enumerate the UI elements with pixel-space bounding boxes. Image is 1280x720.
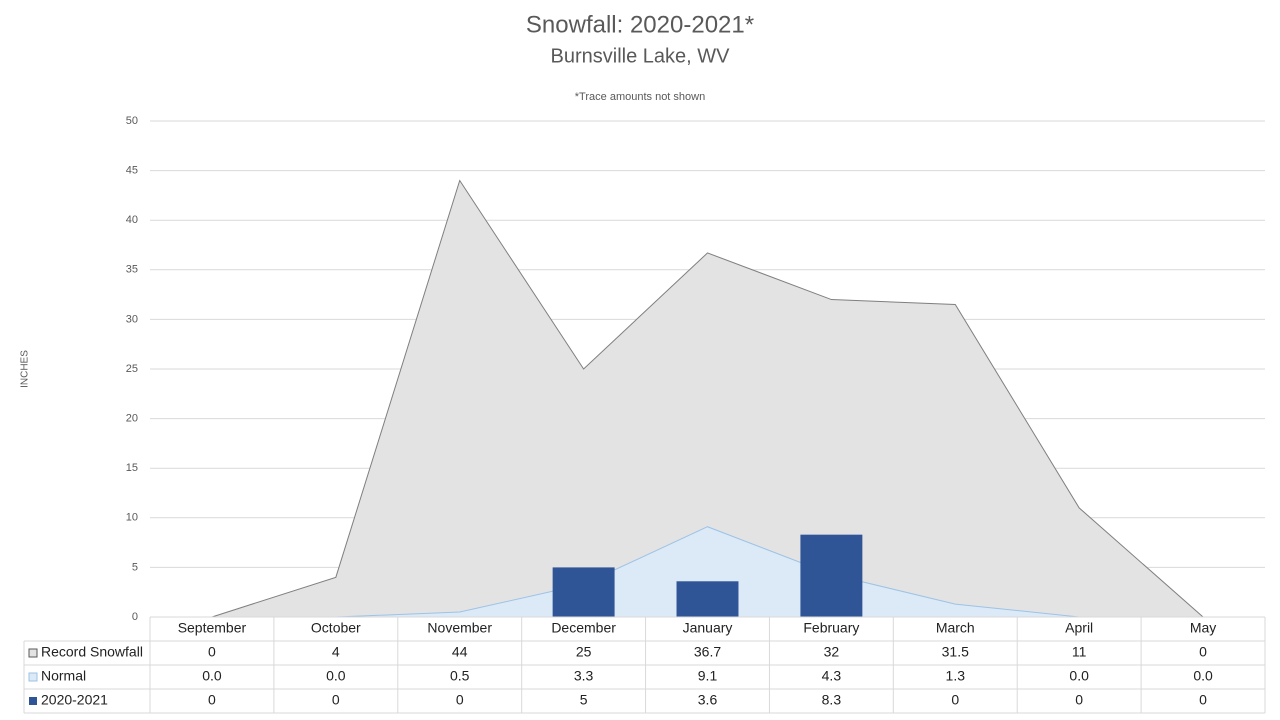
table-value: 0 (208, 692, 216, 708)
legend-label: Record Snowfall (41, 644, 143, 660)
table-value: 8.3 (822, 692, 842, 708)
bar (552, 567, 615, 617)
chart-title: Snowfall: 2020-2021* (526, 11, 754, 38)
area-line (211, 526, 1204, 618)
bar (676, 581, 739, 617)
legend-key (29, 697, 37, 705)
y-tick-label: 40 (126, 214, 138, 226)
x-tick-label: November (427, 620, 492, 636)
area (211, 180, 1204, 617)
annotation: *Trace amounts not shown (575, 91, 705, 103)
chart-subtitle: Burnsville Lake, WV (551, 45, 731, 67)
table-value: 0.0 (1193, 668, 1213, 684)
x-tick-label: September (178, 620, 247, 636)
table-value: 0 (1199, 644, 1207, 660)
legend-key (28, 648, 38, 658)
y-tick-label: 45 (126, 165, 138, 177)
x-tick-label: January (683, 620, 733, 636)
x-tick-label: April (1065, 620, 1093, 636)
table-value: 25 (576, 644, 592, 660)
table-value: 31.5 (942, 644, 969, 660)
table-value: 0.5 (450, 668, 470, 684)
x-tick-label: October (311, 620, 361, 636)
table-value: 11 (1072, 644, 1087, 660)
y-tick-label: 15 (126, 462, 138, 474)
table-value: 4 (332, 644, 340, 660)
table-value: 32 (824, 644, 840, 660)
y-tick-label: 0 (132, 611, 138, 623)
table-value: 0.0 (326, 668, 346, 684)
table-value: 1.3 (946, 668, 966, 684)
table-value: 4.3 (822, 668, 842, 684)
x-tick-label: March (936, 620, 975, 636)
area (211, 526, 1204, 617)
y-axis-label: INCHES (20, 350, 31, 388)
table-value: 9.1 (698, 668, 718, 684)
x-tick-label: February (803, 620, 859, 636)
table-value: 0 (208, 644, 216, 660)
x-tick-label: May (1190, 620, 1216, 636)
table-value: 44 (452, 644, 468, 660)
table-value: 0 (951, 692, 959, 708)
y-tick-label: 35 (126, 264, 138, 276)
legend-key (28, 672, 38, 682)
table-value: 3.3 (574, 668, 594, 684)
legend-label: 2020-2021 (41, 692, 108, 708)
bar (800, 534, 863, 617)
y-tick-label: 30 (126, 313, 138, 325)
table-value: 0 (332, 692, 340, 708)
area-line (211, 179, 1204, 618)
table-value: 36.7 (694, 644, 721, 660)
table-value: 0 (456, 692, 464, 708)
table-value: 5 (580, 692, 588, 708)
x-tick-label: December (551, 620, 616, 636)
y-tick-label: 50 (126, 115, 138, 127)
table-value: 0 (1199, 692, 1207, 708)
legend-label: Normal (41, 668, 86, 684)
table-value: 0 (1075, 692, 1083, 708)
y-tick-label: 5 (132, 561, 138, 573)
y-tick-label: 25 (126, 363, 138, 375)
y-tick-label: 10 (126, 512, 138, 524)
table-value: 0.0 (202, 668, 222, 684)
table-value: 3.6 (698, 692, 718, 708)
y-tick-label: 20 (126, 413, 138, 425)
table-value: 0.0 (1069, 668, 1089, 684)
